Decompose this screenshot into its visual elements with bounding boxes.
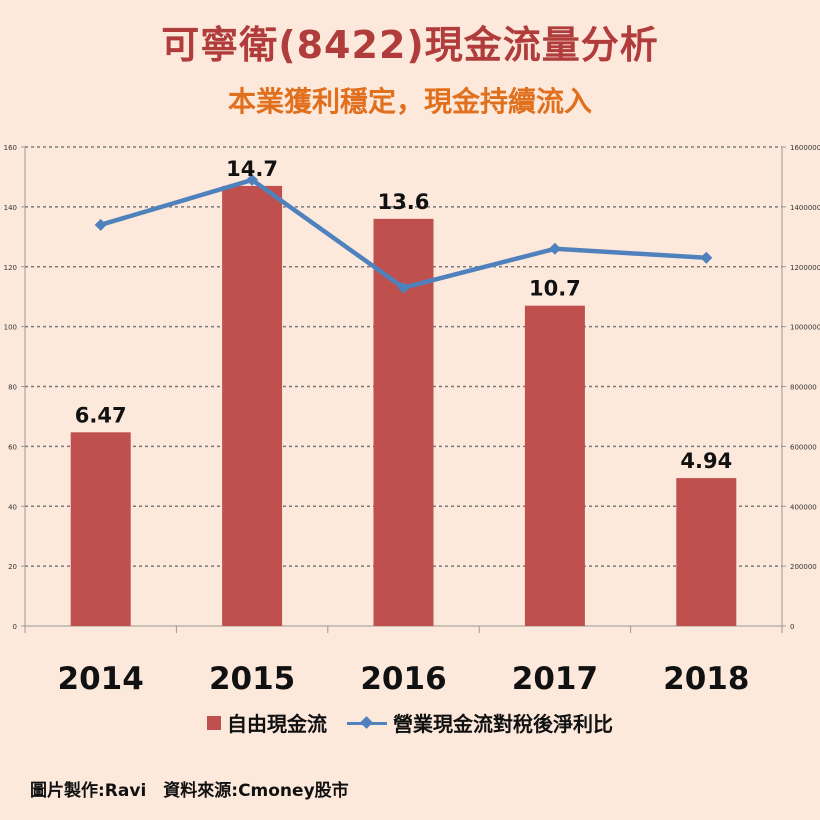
bar — [70, 432, 131, 626]
x-tick-label: 2017 — [512, 661, 598, 697]
y-left-tick-label: 100 — [4, 324, 17, 332]
bar-data-label: 13.6 — [378, 190, 430, 214]
x-tick-label: 2016 — [360, 661, 446, 697]
bar — [524, 305, 585, 626]
legend-line-label: 營業現金流對稅後淨利比 — [393, 712, 613, 736]
data-labels: 6.47 14.7 13.6 10.7 4.94 2014 2015 2016 2017 2018 — [58, 157, 750, 697]
credit-text: 圖片製作:Ravi 資料來源:Cmoney股市 — [30, 781, 349, 801]
bar — [676, 478, 737, 626]
bar — [373, 218, 434, 626]
legend-bar-label: 自由現金流 — [227, 712, 327, 736]
y-right-tick-label: 0 — [790, 623, 794, 631]
line-series — [94, 173, 713, 294]
line-point — [397, 281, 410, 294]
bar-data-label: 14.7 — [226, 157, 278, 181]
y-left-tick-label: 60 — [8, 443, 17, 451]
line-point — [94, 218, 107, 231]
bar-series — [70, 185, 737, 626]
y-left-tick-label: 40 — [8, 503, 17, 511]
bar-data-label: 10.7 — [529, 277, 581, 301]
chart-canvas: 0 0 20 200000 40 400000 60 600000 80 800000 100 100… — [4, 144, 820, 697]
x-tick-label: 2015 — [209, 661, 295, 697]
y-left-tick-label: 140 — [4, 204, 17, 212]
bar-data-label: 6.47 — [75, 403, 127, 427]
line-point — [246, 173, 259, 186]
x-tick-label: 2014 — [58, 661, 144, 697]
y-right-tick-label: 1200000 — [790, 264, 820, 272]
bar — [222, 185, 283, 626]
x-tick-label: 2018 — [663, 661, 749, 697]
y-left-tick-label: 0 — [13, 623, 17, 631]
legend-item-line: 營業現金流對稅後淨利比 — [347, 708, 613, 737]
y-right-tick-label: 400000 — [790, 503, 817, 511]
y-right-tick-label: 1600000 — [790, 144, 820, 152]
bar-data-label: 4.94 — [680, 449, 732, 473]
axes: 0 0 20 200000 40 400000 60 600000 80 800000 100 100… — [4, 144, 820, 633]
legend: 自由現金流 營業現金流對稅後淨利比 — [0, 708, 820, 737]
y-right-tick-label: 600000 — [790, 443, 817, 451]
y-left-tick-label: 120 — [4, 264, 17, 272]
chart-subtitle: 本業獲利穩定，現金持續流入 — [227, 85, 592, 118]
y-right-tick-label: 800000 — [790, 384, 817, 392]
y-left-tick-label: 160 — [4, 144, 17, 152]
line-point — [700, 251, 713, 264]
legend-item-bar: 自由現金流 — [207, 708, 327, 737]
y-right-tick-label: 1000000 — [790, 324, 820, 332]
y-right-tick-label: 1400000 — [790, 204, 820, 212]
line-point — [548, 242, 561, 255]
y-left-tick-label: 80 — [8, 384, 17, 392]
legend-line-swatch — [347, 716, 387, 730]
y-left-tick-label: 20 — [8, 563, 17, 571]
y-right-tick-label: 200000 — [790, 563, 817, 571]
chart-title: 可寧衛(8422)現金流量分析 — [161, 23, 659, 67]
legend-bar-swatch — [207, 715, 221, 730]
